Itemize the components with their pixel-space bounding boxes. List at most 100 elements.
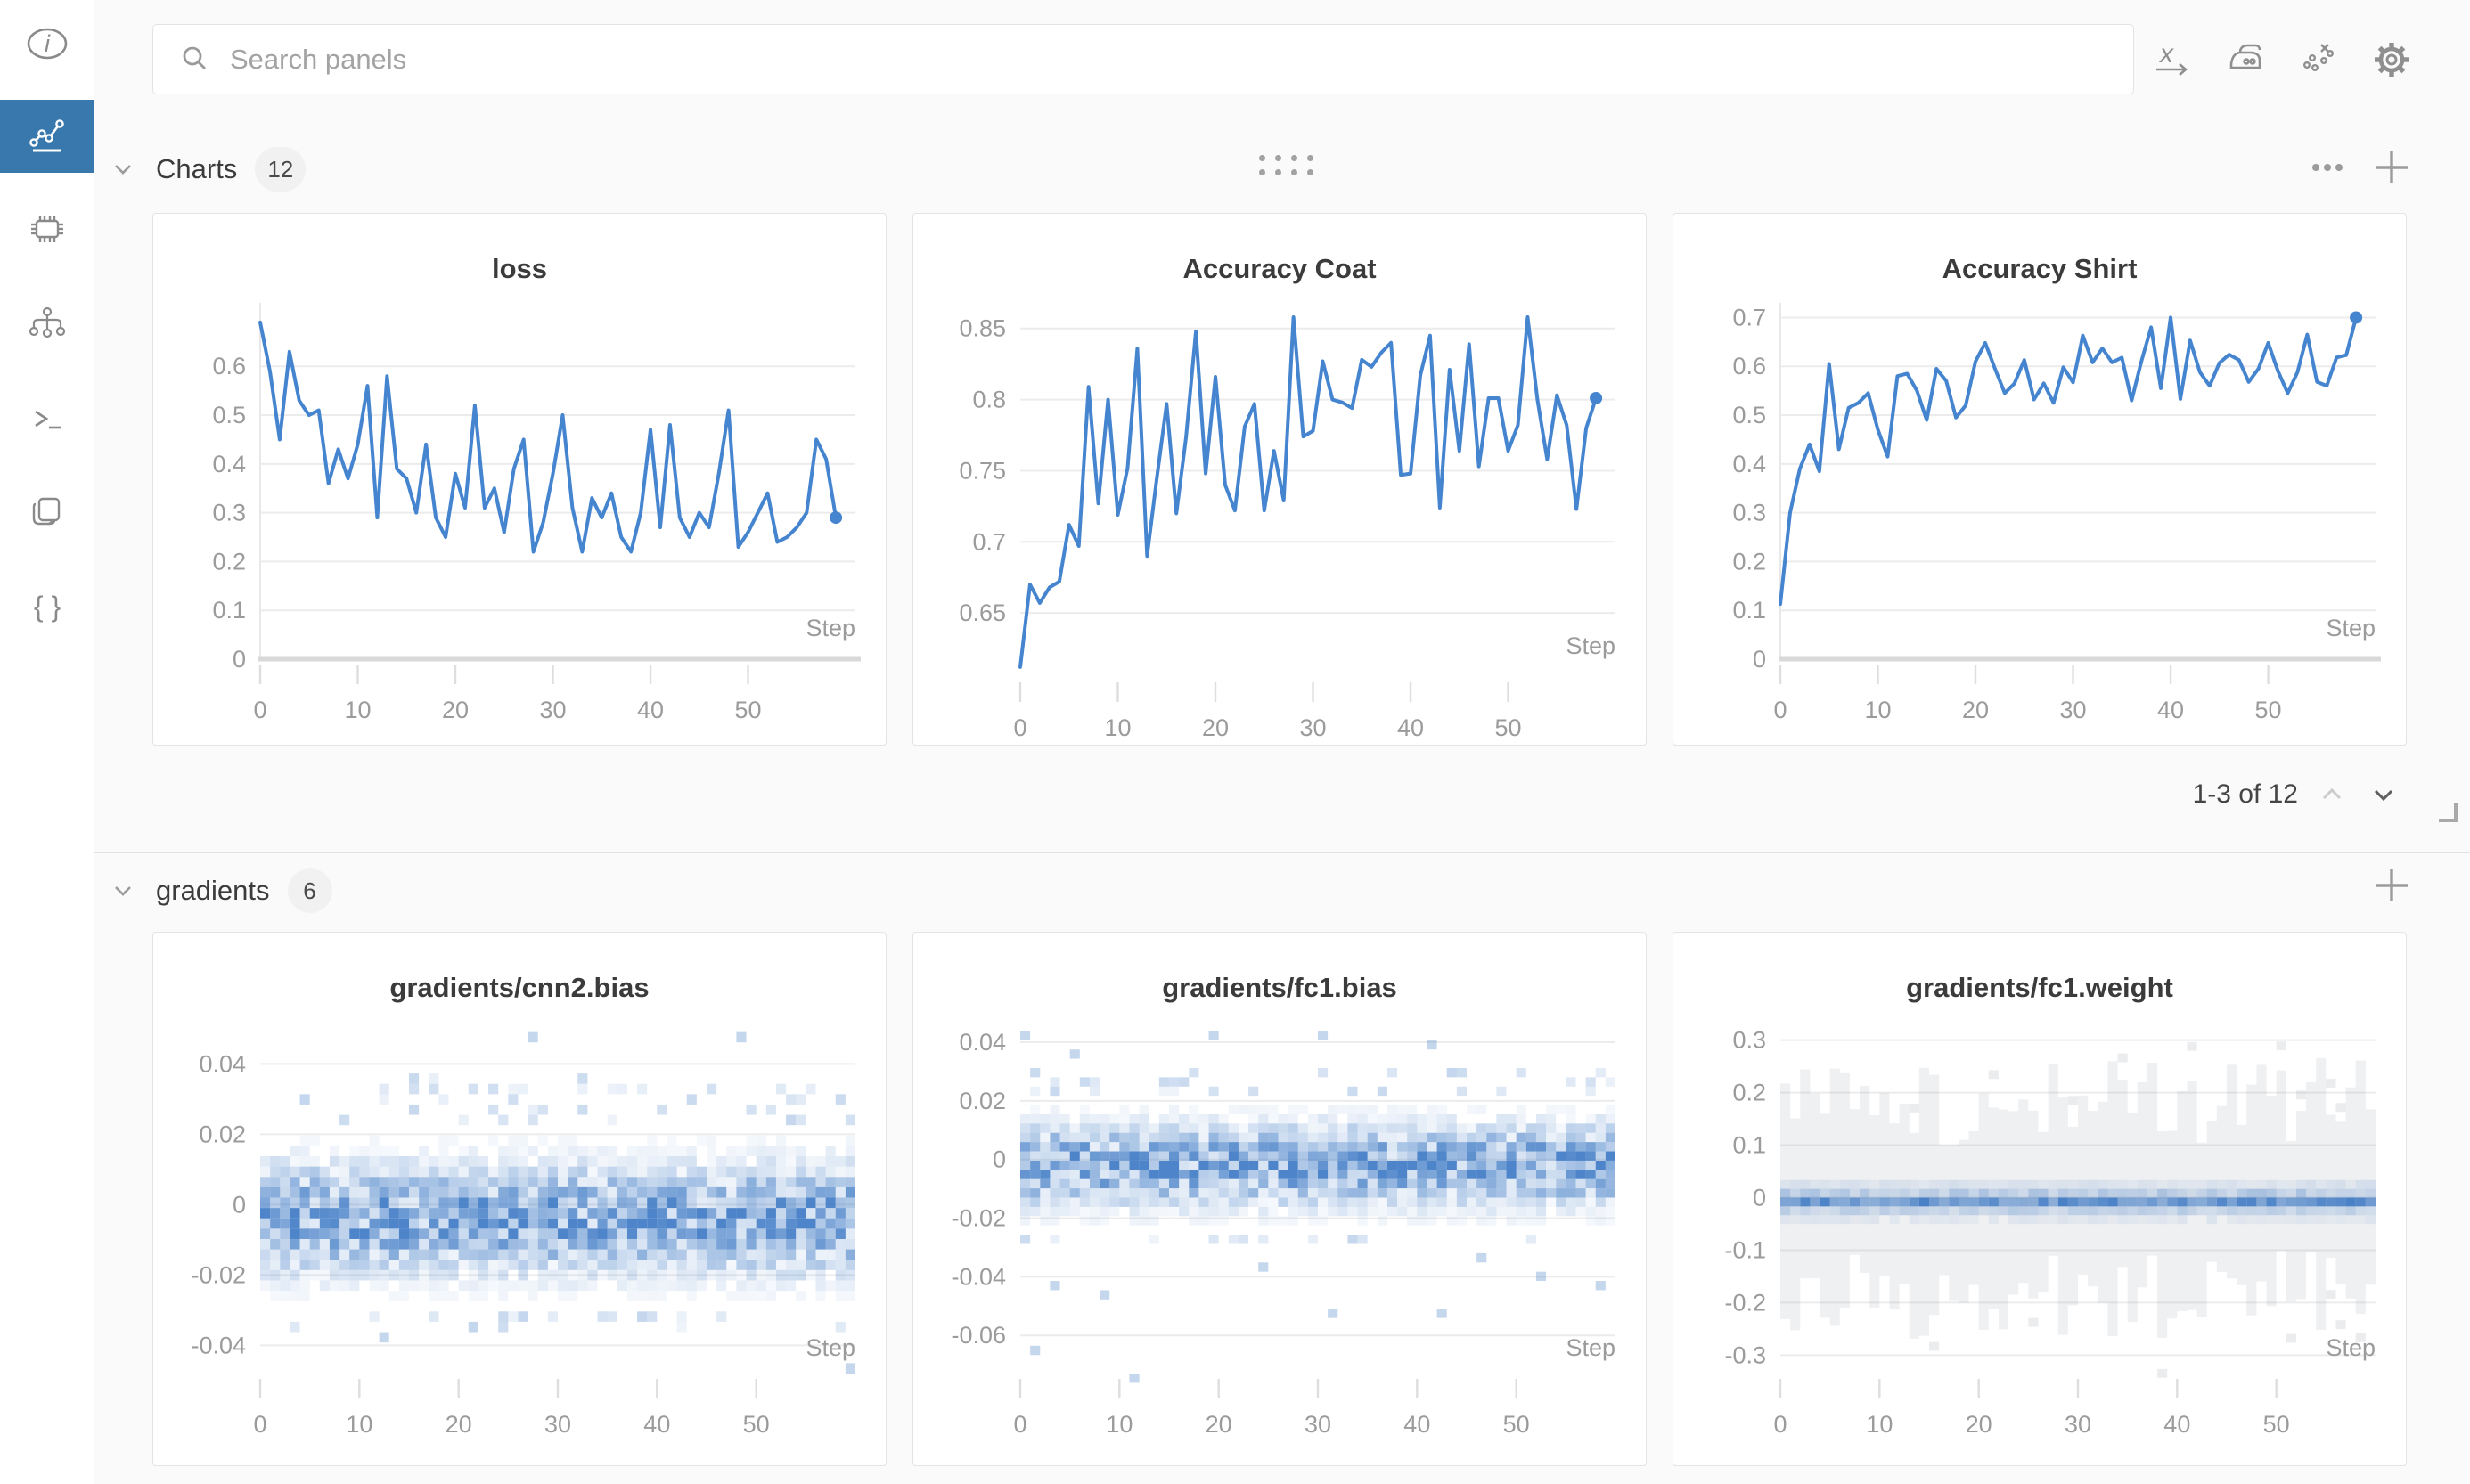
sidebar-item-config[interactable]: { } (0, 571, 94, 644)
line-chart-icon (27, 116, 68, 157)
charts-section-header[interactable]: Charts 12 (108, 146, 307, 192)
add-panel-button[interactable] (2372, 866, 2411, 905)
svg-text:0.75: 0.75 (959, 457, 1006, 484)
panel-card[interactable]: loss 0 0.1 0.2 0.3 0.4 0.5 0.6 0 10 20 30 40 50 Step (152, 213, 887, 746)
panel-title: gradients/cnn2.bias (389, 972, 650, 1003)
svg-text:0.04: 0.04 (959, 1029, 1006, 1056)
svg-text:0: 0 (1753, 1185, 1766, 1211)
gradients-panel-row: gradients/cnn2.bias 0.04 0.02 0 -0.02 -0.04 0 1… (152, 932, 2407, 1466)
section-menu-button[interactable] (2308, 148, 2347, 187)
svg-text:0: 0 (1773, 697, 1787, 723)
svg-text:50: 50 (735, 697, 762, 723)
panel-card[interactable]: Accuracy Shirt 0 0.1 0.2 0.3 0.4 0.5 0.6 0.7 0 10 2… (1673, 213, 2407, 746)
x-axis-button[interactable]: x (2153, 39, 2192, 79)
svg-text:40: 40 (2163, 1411, 2190, 1438)
svg-text:-0.06: -0.06 (951, 1322, 1006, 1349)
braces-icon: { } (25, 587, 70, 628)
svg-text:0.1: 0.1 (1732, 1132, 1766, 1159)
smoothing-button[interactable] (2226, 40, 2265, 79)
info-icon: i (26, 24, 69, 63)
svg-text:40: 40 (637, 697, 664, 723)
outliers-button[interactable] (2299, 40, 2338, 79)
cpu-chip-icon (27, 208, 68, 249)
settings-button[interactable] (2372, 40, 2411, 79)
svg-text:10: 10 (1866, 1411, 1893, 1438)
sidebar-item-panels[interactable] (0, 100, 94, 173)
svg-text:40: 40 (2157, 697, 2184, 723)
pagination-next-button[interactable] (2366, 777, 2401, 812)
sidebar-item-logs[interactable] (0, 384, 94, 457)
svg-text:0.2: 0.2 (212, 548, 246, 575)
panel-count-badge: 6 (287, 868, 332, 913)
panel-card[interactable]: gradients/fc1.bias 0.04 0.02 0 -0.02 -0.04 -0.… (912, 932, 1647, 1466)
line-plot: 0.65 0.7 0.75 0.8 0.85 0 10 20 30 40 50 Step (959, 315, 1615, 741)
svg-text:40: 40 (643, 1411, 670, 1438)
panel-count-badge: 12 (255, 147, 307, 192)
add-panel-button[interactable] (2372, 148, 2411, 187)
section-resize-handle[interactable] (2439, 803, 2458, 822)
sidebar-item-system[interactable] (0, 192, 94, 265)
svg-text:0.5: 0.5 (1732, 402, 1766, 428)
section-title[interactable]: Charts (156, 153, 238, 184)
search-icon (183, 46, 206, 69)
sidebar-item-model[interactable] (0, 289, 94, 362)
charts-pagination: 1-3 of 12 (2009, 777, 2401, 812)
svg-text:-0.04: -0.04 (951, 1263, 1006, 1290)
svg-text:30: 30 (540, 697, 567, 723)
svg-text:20: 20 (446, 1411, 472, 1438)
heatmap-plot: 0.04 0.02 0 -0.02 -0.04 -0.06 0 10 20 30 40 50 Step (951, 1029, 1615, 1438)
search-input[interactable] (228, 42, 2133, 77)
svg-text:i: i (45, 30, 51, 57)
smoothing-iron-icon (2229, 44, 2261, 69)
panel-card[interactable]: gradients/cnn2.bias 0.04 0.02 0 -0.02 -0.04 0 1… (152, 932, 887, 1466)
chevron-down-icon[interactable] (108, 876, 138, 906)
svg-text:10: 10 (1864, 697, 1891, 723)
main-content: x (94, 0, 2470, 1484)
svg-text:-0.02: -0.02 (951, 1205, 1006, 1232)
svg-text:20: 20 (1202, 714, 1229, 741)
svg-text:0.5: 0.5 (212, 402, 246, 428)
svg-text:10: 10 (346, 1411, 372, 1438)
sidebar-item-files[interactable] (0, 475, 94, 548)
svg-text:0.3: 0.3 (1732, 500, 1766, 526)
svg-text:0.4: 0.4 (212, 451, 246, 477)
svg-text:0: 0 (1753, 646, 1766, 673)
svg-text:-0.02: -0.02 (191, 1261, 246, 1288)
svg-text:0: 0 (1013, 714, 1026, 741)
svg-text:30: 30 (1300, 714, 1327, 741)
svg-text:10: 10 (1106, 1411, 1133, 1438)
svg-text:Step: Step (806, 615, 855, 641)
svg-text:Step: Step (2326, 615, 2376, 641)
svg-text:0: 0 (233, 646, 246, 673)
svg-text:10: 10 (344, 697, 371, 723)
heatmap-plot: 0.04 0.02 0 -0.02 -0.04 0 10 20 30 40 50 Step (191, 1031, 855, 1438)
panel-card[interactable]: gradients/fc1.weight 0.3 0.2 0.1 0 -0.1 -0.2 -0… (1673, 932, 2407, 1466)
svg-text:20: 20 (442, 697, 469, 723)
svg-text:Step: Step (2326, 1334, 2376, 1361)
section-drag-handle[interactable] (1259, 155, 1313, 175)
svg-text:0.2: 0.2 (1732, 548, 1766, 575)
svg-text:0.65: 0.65 (959, 599, 1006, 626)
pagination-prev-button[interactable] (2314, 777, 2350, 812)
terminal-icon (27, 400, 68, 441)
svg-text:50: 50 (2263, 1411, 2290, 1438)
chevron-down-icon[interactable] (108, 154, 138, 184)
svg-text:0.3: 0.3 (1732, 1027, 1766, 1054)
settings-gear-icon (2375, 43, 2409, 77)
panel-card[interactable]: Accuracy Coat 0.65 0.7 0.75 0.8 0.85 0 10 20 30 40… (912, 213, 1647, 746)
section-title[interactable]: gradients (156, 875, 270, 906)
sidebar-item-info[interactable]: i (0, 7, 94, 80)
svg-text:-0.04: -0.04 (191, 1332, 246, 1358)
svg-text:30: 30 (544, 1411, 571, 1438)
svg-text:50: 50 (743, 1411, 770, 1438)
model-graph-icon (27, 305, 68, 346)
gradients-section-header[interactable]: gradients 6 (108, 868, 332, 914)
svg-text:0.7: 0.7 (972, 528, 1006, 555)
svg-text:0: 0 (233, 1191, 246, 1218)
svg-text:Step: Step (1566, 1334, 1615, 1361)
svg-text:0.02: 0.02 (199, 1121, 246, 1147)
plus-icon (2376, 151, 2408, 183)
svg-text:0.2: 0.2 (1732, 1080, 1766, 1106)
svg-text:{ }: { } (33, 591, 61, 623)
svg-text:30: 30 (2060, 697, 2087, 723)
